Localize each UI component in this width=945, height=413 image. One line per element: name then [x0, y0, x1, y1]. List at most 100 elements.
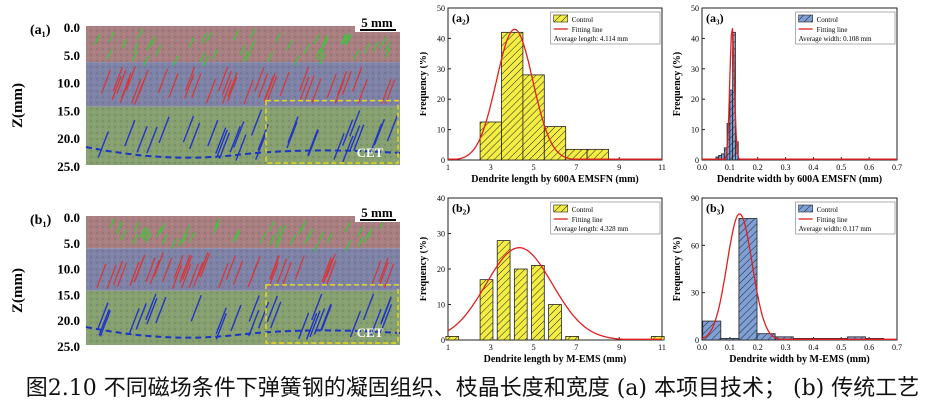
x-tick-label: 7 — [574, 343, 578, 352]
micrograph-y-tick: 10.0 — [57, 76, 80, 91]
dendrite-overlay-red — [205, 78, 217, 104]
legend-label-fit: Fitting line — [572, 216, 603, 224]
dendrite-overlay-blue — [215, 127, 227, 154]
dendrite-overlay-red — [268, 262, 279, 287]
y-tick-label: 30 — [437, 65, 445, 74]
y-axis-label: Frequency (%) — [420, 52, 429, 117]
x-tick-label: 0.5 — [836, 163, 846, 172]
dendrite-overlay-green — [318, 49, 325, 61]
legend-average: Average length: 4.114 mm — [554, 35, 629, 43]
inspection-box — [265, 99, 399, 164]
fitting-line — [702, 213, 897, 340]
panel-label: (b₂) — [452, 201, 470, 215]
micrograph-y-tick: 20.0 — [57, 131, 80, 146]
histogram-bar — [522, 74, 545, 161]
dendrite-overlay-blue — [215, 307, 227, 334]
dendrite-overlay-blue — [135, 303, 147, 330]
legend-label-fit: Fitting line — [817, 216, 848, 224]
dendrite-overlay-blue — [248, 295, 260, 322]
dendrite-overlay-blue — [257, 301, 270, 329]
dendrite-overlay-green — [297, 224, 304, 236]
x-tick-label: 0.6 — [864, 163, 874, 172]
micrograph-y-tick: 15.0 — [57, 103, 80, 118]
dendrite-overlay-blue — [380, 304, 393, 331]
dendrite-overlay-red — [171, 264, 183, 289]
dendrite-overlay-red — [191, 73, 202, 98]
legend-label-control: Control — [817, 16, 838, 24]
fitting-line — [448, 247, 662, 340]
dendrite-overlay-red — [281, 262, 292, 287]
dendrite-overlay-red — [162, 257, 173, 282]
y-axis-label: Frequency (%) — [420, 237, 429, 302]
dendrite-overlay-blue — [353, 124, 365, 151]
y-tick-label: 0 — [441, 336, 445, 345]
histogram-bar — [479, 121, 502, 161]
x-tick-label: 1 — [446, 343, 450, 352]
dendrite-overlay-blue — [307, 129, 319, 157]
dendrite-overlay-green — [373, 41, 380, 52]
dendrite-overlay-blue — [218, 132, 231, 159]
dendrite-overlay-blue — [349, 310, 362, 338]
dendrite-overlay-red — [321, 257, 332, 282]
dendrite-overlay-blue — [287, 116, 299, 143]
dendrite-overlay-red — [179, 258, 190, 284]
dendrite-overlay-blue — [235, 134, 247, 161]
legend-swatch-control — [798, 204, 813, 213]
x-axis-label: Dendrite length by 600A EMSFN (mm) — [471, 174, 639, 185]
dendrite-overlay-green — [345, 34, 352, 46]
dendrite-overlay-red — [106, 264, 117, 289]
dendrite-overlay-green — [239, 45, 246, 56]
dendrite-overlay-red — [277, 258, 288, 283]
micrograph-a1-svg: (a₁) Z(mm) 0.0 5.0 10.0 15.0 20.0 25.0 5 mm CET — [10, 14, 401, 174]
dendrite-overlay-blue — [189, 122, 201, 150]
histogram-bar — [501, 31, 524, 161]
y-tick-label: 30 — [691, 289, 699, 298]
dendrite-overlay-red — [193, 261, 204, 287]
dendrite-overlay-green — [234, 229, 241, 241]
dendrite-overlay-green — [161, 233, 168, 245]
dendrite-overlay-green — [213, 218, 221, 230]
x-tick-label: 5 — [532, 163, 536, 172]
x-tick-label: 7 — [574, 163, 578, 172]
dendrite-overlay-red — [129, 261, 140, 286]
dendrite-overlay-red — [96, 263, 107, 288]
y-tick-label: 50 — [691, 4, 699, 13]
dendrite-overlay-blue — [333, 133, 345, 160]
y-axis-label: Frequency (%) — [672, 237, 683, 302]
x-tick-label: 0.1 — [725, 343, 735, 352]
dendrite-overlay-red — [125, 65, 136, 91]
dendrite-overlay-blue — [145, 293, 157, 321]
dendrite-overlay-blue — [320, 303, 332, 331]
x-tick-label: 11 — [658, 163, 666, 172]
dendrite-overlay-red — [294, 255, 305, 280]
y-tick-label: 40 — [437, 34, 445, 43]
x-tick-label: 0.3 — [781, 163, 791, 172]
dendrite-overlay-red — [138, 69, 149, 94]
histogram-bar — [738, 218, 758, 341]
dendrite-overlay-green — [94, 34, 101, 45]
dendrite-overlay-red — [157, 68, 169, 94]
x-tick-label: 0.0 — [697, 163, 707, 172]
dendrite-overlay-red — [221, 70, 232, 96]
micrograph-y-tick: 10.0 — [57, 262, 80, 277]
dendrite-overlay-red — [250, 256, 261, 281]
dendrite-overlay-red — [326, 73, 337, 99]
scale-bar-label: 5 mm — [361, 15, 393, 30]
y-tick-label: 40 — [691, 34, 699, 43]
panel-label: (a₃) — [706, 11, 724, 25]
dendrite-overlay-blue — [348, 125, 361, 152]
histogram-bar — [720, 338, 740, 341]
dendrite-overlay-green — [132, 42, 139, 54]
dendrite-overlay-red — [116, 262, 128, 288]
micrograph-y-axis-label: Z(mm) — [10, 268, 26, 313]
y-tick-label: 30 — [437, 230, 445, 239]
dendrite-overlay-red — [135, 254, 146, 280]
dendrite-overlay-green — [259, 232, 267, 244]
micrograph-y-tick: 5.0 — [64, 236, 80, 251]
x-axis-label: Dendrite width by 600A EMSFN (mm) — [717, 174, 882, 185]
micrograph-y-tick: 0.0 — [64, 20, 80, 35]
dendrite-overlay-green — [304, 233, 311, 244]
dendrite-overlay-green — [279, 225, 286, 236]
dendrite-overlay-red — [199, 252, 211, 278]
dendrite-overlay-green — [357, 226, 364, 238]
